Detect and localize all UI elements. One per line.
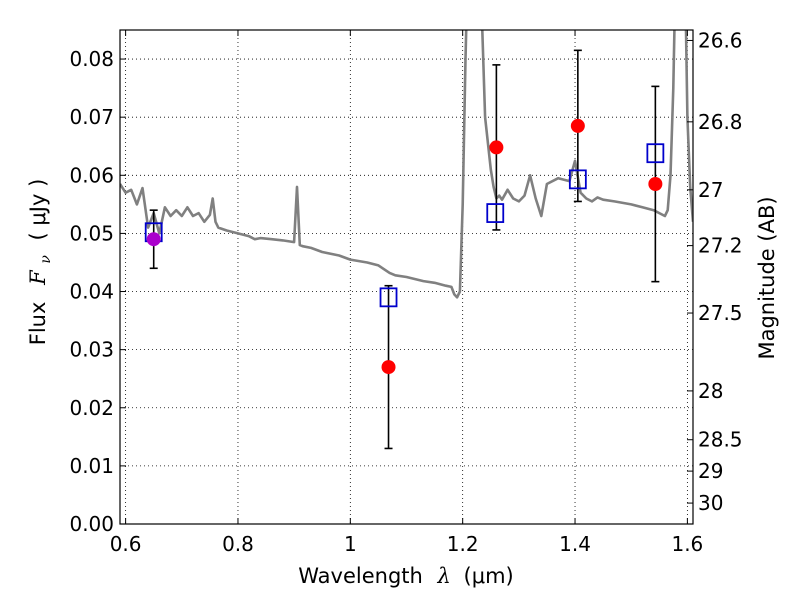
y2-tick-label: 29	[698, 459, 723, 483]
x-tick-label: 1.4	[559, 532, 591, 556]
model-photometry-square	[646, 143, 665, 164]
y-tick-label: 0.04	[69, 280, 114, 304]
plot-frame	[119, 29, 694, 525]
y-tick-label: 0.08	[69, 47, 114, 71]
observed-flux-point	[570, 118, 585, 133]
y-tick-label: 0.05	[69, 221, 114, 245]
y-axis-title-symbol: F	[26, 269, 50, 286]
model-photometry-square	[486, 203, 505, 223]
y-tick-label: 0.01	[69, 454, 114, 478]
y-tick-label: 0.00	[69, 512, 114, 536]
y-tick-label: 0.06	[69, 163, 114, 187]
x-axis-title-unit: (μm)	[464, 564, 514, 588]
y2-tick-label: 27.2	[698, 234, 743, 258]
y2-tick-label: 28	[698, 379, 723, 403]
y2-tick-label: 27	[698, 178, 723, 202]
model-photometry-square	[568, 169, 587, 190]
y2-tick-label: 28.5	[698, 428, 743, 452]
y2-axis-title: Magnitude (AB)	[755, 196, 779, 359]
model-photometry-square	[379, 287, 398, 308]
observed-flux-point	[489, 140, 504, 155]
y2-tick-label: 26.6	[698, 28, 743, 52]
axis-labels: Wavelength λ (μm) Flux F ν ( μJy ) Magni…	[26, 179, 779, 588]
x-tick-label: 1.6	[671, 532, 703, 556]
x-axis-title: Wavelength λ (μm)	[298, 564, 513, 588]
y-tick-label: 0.07	[69, 105, 114, 129]
model-spectrum	[120, 30, 693, 299]
observed-flux-point	[381, 360, 396, 375]
y-axis-title-prefix: Flux	[26, 302, 50, 346]
x-tick-label: 1	[344, 532, 357, 556]
x-axis-title-prefix: Wavelength	[298, 564, 423, 588]
observed-flux-point	[146, 232, 161, 247]
x-tick-label: 0.6	[110, 532, 142, 556]
y-tick-label: 0.03	[69, 338, 114, 362]
y2-tick-label: 26.8	[698, 110, 743, 134]
model-spectrum-line	[120, 30, 693, 299]
y-tick-label: 0.02	[69, 396, 114, 420]
y-axis-title-subscript: ν	[38, 255, 54, 264]
x-tick-label: 0.8	[222, 532, 254, 556]
x-tick-label: 1.2	[447, 532, 479, 556]
axes: 0.6 0.8 1 1.2 1.4 1.6 0.00 0.01 0.02 0.03 0.04 0.05…	[69, 28, 742, 556]
observed-flux-point	[648, 177, 663, 192]
y2-tick-label: 30	[698, 491, 723, 515]
x-axis-title-symbol: λ	[437, 564, 451, 588]
y2-tick-label: 27.5	[698, 301, 743, 325]
y-axis-title: Flux F ν ( μJy )	[26, 179, 55, 346]
data-points	[144, 49, 665, 450]
y-axis-title-unit: ( μJy )	[26, 179, 50, 241]
